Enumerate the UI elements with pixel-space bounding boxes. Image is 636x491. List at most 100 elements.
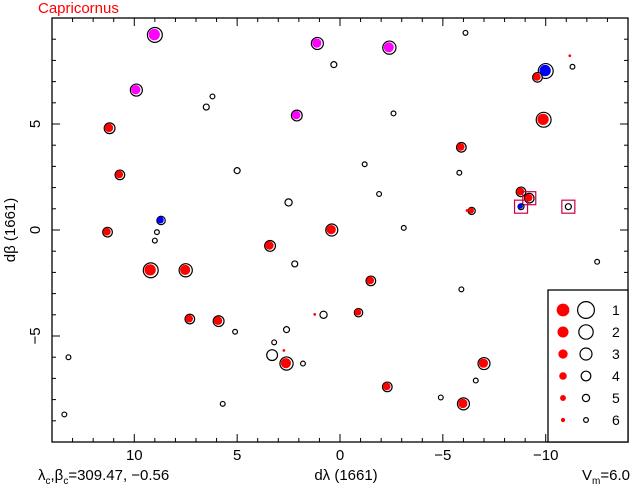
x-tick-label: 0 (336, 447, 344, 464)
star (142, 262, 159, 279)
star-outline (209, 93, 216, 100)
star (325, 223, 339, 237)
variable-star-box (561, 199, 576, 214)
legend-dot (557, 326, 569, 338)
star (184, 313, 196, 325)
star-dot (354, 308, 362, 316)
star (382, 40, 397, 55)
star (178, 263, 193, 278)
star (456, 169, 463, 176)
star-outline (400, 224, 407, 231)
star-dot (265, 241, 274, 250)
plot-frame (51, 17, 629, 443)
star (455, 141, 467, 153)
star-outline (319, 310, 328, 319)
star-dot (185, 314, 194, 323)
star-dot (103, 227, 111, 236)
legend-label: 1 (612, 302, 620, 318)
star-dot (313, 313, 317, 316)
star-dot (291, 110, 301, 120)
star (291, 260, 299, 268)
legend-dot (559, 372, 567, 380)
axis-ticks: 10 5 0 −5 −10 5 0 −5 (27, 17, 629, 464)
star-markers (61, 26, 601, 418)
variable-star-box (522, 191, 537, 206)
star-outline (266, 349, 279, 362)
x-tick-label: −5 (434, 447, 451, 464)
star-outline (151, 237, 158, 244)
star-outline (61, 411, 68, 418)
star-dot (180, 264, 191, 275)
star (456, 397, 471, 411)
legend-circle (580, 370, 592, 382)
star (266, 349, 279, 362)
star-outline (437, 394, 444, 401)
star (376, 190, 383, 197)
star-dot (282, 349, 286, 352)
legend-label: 3 (612, 346, 620, 362)
legend-dot (560, 395, 566, 401)
star (103, 122, 116, 135)
star (472, 377, 479, 384)
star-outline (594, 258, 601, 265)
star-dot (131, 85, 141, 95)
star (561, 199, 576, 214)
star (365, 275, 377, 287)
star-outline (462, 29, 469, 36)
star-outline (271, 339, 278, 346)
star-dot (568, 54, 572, 58)
star-outline (458, 286, 465, 293)
star (129, 83, 143, 97)
star (462, 29, 469, 36)
star (400, 224, 407, 231)
star (537, 62, 554, 80)
star-outline (202, 103, 210, 111)
star-dot (383, 42, 394, 53)
star (264, 239, 277, 252)
magnitude-legend: 1 2 3 4 5 6 (547, 289, 629, 443)
star (202, 103, 210, 111)
star (299, 360, 306, 367)
legend-dot (556, 303, 570, 317)
star-dot (326, 224, 336, 235)
star (279, 356, 294, 371)
star (212, 315, 225, 328)
star (437, 394, 444, 401)
star-dot (148, 28, 160, 41)
star (284, 198, 293, 207)
star-outline (219, 400, 226, 407)
legend-circle (579, 347, 593, 361)
x-axis-label: dλ (1661) (314, 467, 377, 484)
star-outline (569, 63, 576, 70)
star (361, 161, 368, 168)
star-dot (533, 73, 541, 81)
footer-mag-limit: Vm=6.0 (582, 467, 630, 487)
star-outline (361, 161, 368, 168)
star (151, 237, 158, 244)
star-dot (468, 207, 475, 214)
star (156, 215, 166, 226)
star-dot (115, 170, 124, 179)
star-outline (232, 328, 239, 335)
legend-circle (581, 393, 591, 403)
star (271, 339, 278, 346)
star (313, 313, 317, 316)
legend-label: 2 (612, 324, 620, 340)
star (477, 356, 491, 371)
star-dot (280, 358, 291, 369)
star-outline (299, 360, 306, 367)
star-dot (213, 316, 223, 325)
y-tick-label: 0 (27, 226, 44, 234)
star (233, 167, 241, 175)
star-dot (537, 113, 549, 126)
legend-dot (560, 417, 566, 423)
star (330, 61, 338, 69)
star-dot (312, 38, 322, 48)
star (102, 226, 113, 238)
star (390, 110, 397, 117)
star (232, 328, 239, 335)
y-axis-label: dβ (1661) (2, 198, 19, 263)
star (458, 286, 465, 293)
star-outline (233, 167, 241, 175)
